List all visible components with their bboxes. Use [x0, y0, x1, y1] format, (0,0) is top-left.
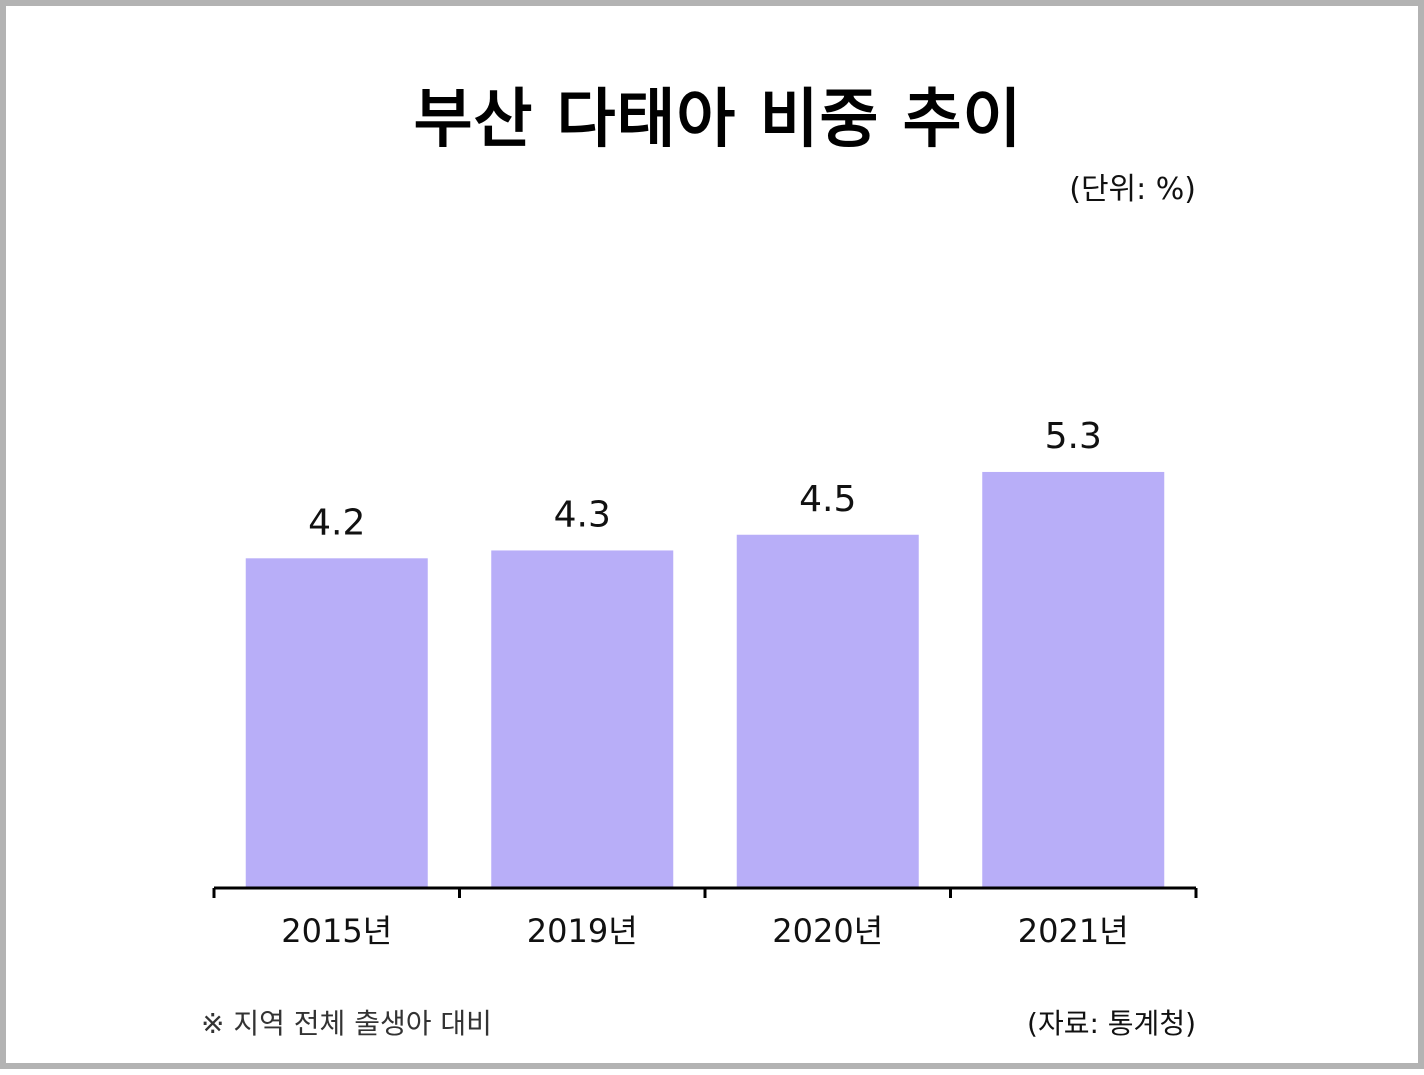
bar-4 — [982, 471, 1165, 888]
bar-1 — [245, 558, 428, 888]
bar-value-label: 4.5 — [799, 479, 856, 520]
x-tick-label: 2020년 — [772, 912, 883, 950]
unit-label: (단위: %) — [1069, 172, 1196, 207]
bar-2 — [491, 550, 674, 888]
chart-title: 부산 다태아 비중 추이 — [413, 83, 1023, 157]
bar-value-label: 5.3 — [1045, 416, 1102, 457]
x-tick-label: 2015년 — [281, 912, 392, 950]
source-label: (자료: 통계청) — [1027, 1007, 1196, 1040]
footnote: ※ 지역 전체 출생아 대비 — [201, 1007, 492, 1040]
bar-value-label: 4.3 — [554, 494, 611, 535]
bar-chart: 4.2 2015년 4.3 2019년 4.5 2020년 5.3 2021년 — [212, 416, 1198, 950]
x-tick-label: 2019년 — [527, 912, 638, 950]
bar-3 — [736, 534, 919, 888]
x-tick-label: 2021년 — [1018, 912, 1129, 950]
bar-value-label: 4.2 — [308, 502, 365, 543]
